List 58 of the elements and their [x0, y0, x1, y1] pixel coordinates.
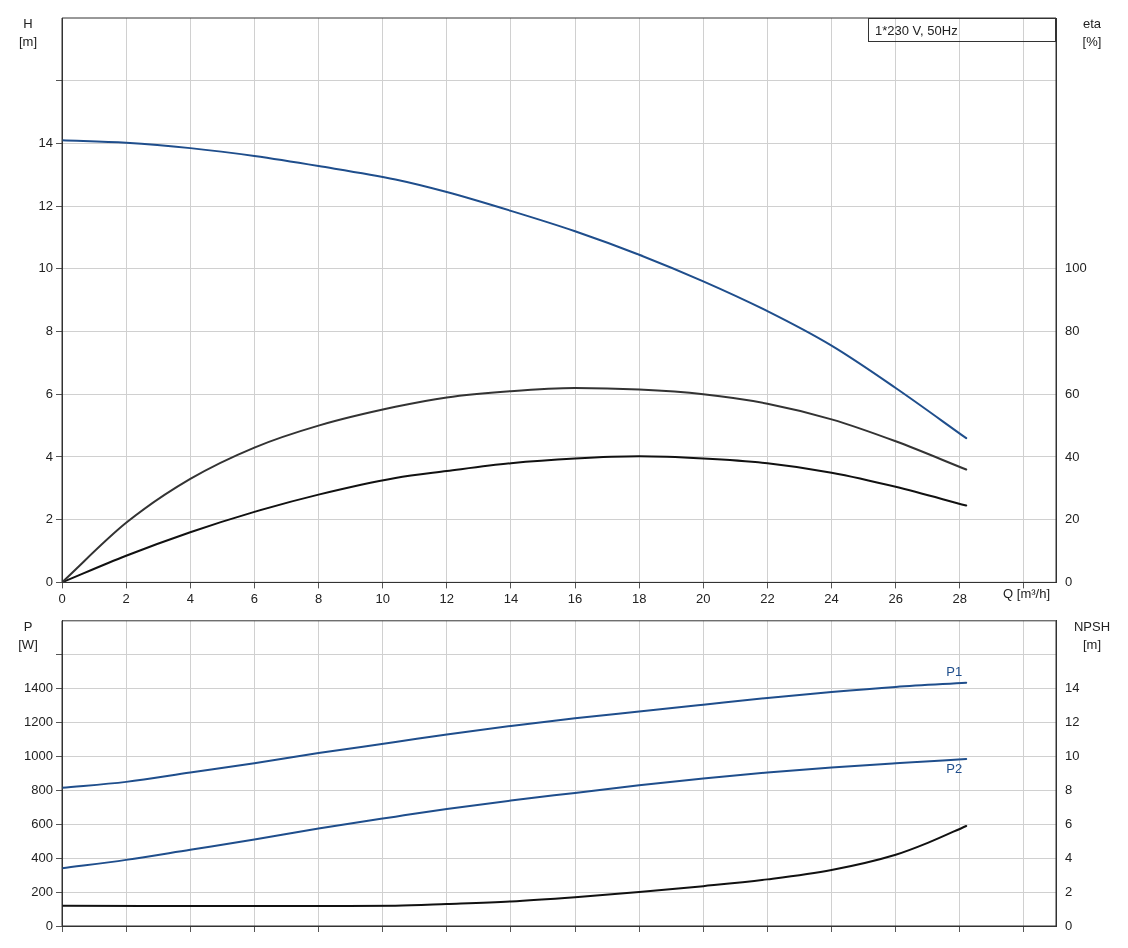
y2-tick-label: 0	[1065, 917, 1073, 933]
series-label: P1	[946, 663, 963, 679]
y-tick-label: 10	[38, 260, 53, 276]
line-series	[62, 757, 968, 870]
y-tick-label: 400	[31, 849, 53, 865]
x-tick-label: 10	[375, 590, 390, 606]
x-tick-label: 24	[824, 590, 839, 606]
x-tick-label: 28	[952, 590, 968, 606]
y2-tick-label: 14	[1065, 680, 1080, 696]
y2-tick-label: 100	[1065, 260, 1087, 276]
y-tick-label: 14	[38, 135, 53, 150]
y2-axis-title: NPSH [m]	[1073, 618, 1111, 652]
x-tick-label: 0	[58, 590, 66, 606]
y-tick-label: 800	[31, 781, 53, 797]
y-tick-label: 1400	[24, 680, 53, 696]
y-tick-label: 6	[45, 385, 53, 401]
series-label: P2	[946, 761, 963, 777]
annotation: 1*230 V, 50Hz	[868, 18, 1056, 42]
x-tick-label: 14	[503, 590, 519, 606]
y-axis-title: H [m]	[18, 16, 38, 50]
x-tick-label: 18	[631, 590, 647, 606]
y-tick-label: 4	[45, 448, 53, 464]
x-tick-label: 16	[567, 590, 583, 606]
y-tick-label: 1200	[24, 714, 53, 730]
x-axis-title: Q [m³/h]	[1003, 586, 1050, 602]
y-tick-label: 600	[31, 815, 53, 831]
line-series	[62, 681, 968, 789]
x-tick-label: 4	[186, 590, 194, 606]
y2-tick-label: 0	[1065, 573, 1073, 589]
line-series	[62, 139, 968, 440]
x-tick-label: 12	[439, 590, 455, 606]
y2-tick-label: 2	[1065, 883, 1073, 899]
x-tick-label: 20	[696, 590, 711, 606]
y2-tick-label: 60	[1065, 385, 1080, 401]
y-tick-label: 2	[45, 511, 53, 527]
x-tick-label: 26	[888, 590, 903, 606]
y2-tick-label: 20	[1065, 511, 1080, 527]
line-series	[62, 824, 968, 907]
y2-tick-label: 10	[1065, 748, 1080, 764]
x-tick-label: 6	[250, 590, 258, 606]
x-tick-label: 8	[314, 590, 323, 606]
y-tick-label: 12	[38, 197, 53, 213]
y2-axis-title: eta [%]	[1082, 16, 1102, 50]
x-tick-label: 2	[122, 590, 130, 606]
y-tick-label: 0	[45, 573, 53, 589]
y2-tick-label: 12	[1065, 714, 1080, 730]
y-tick-label: 200	[31, 883, 53, 899]
y2-tick-label: 40	[1065, 448, 1080, 464]
y2-tick-label: 80	[1065, 323, 1080, 339]
y2-tick-label: 6	[1065, 815, 1073, 831]
x-tick-label: 22	[760, 590, 775, 606]
y2-tick-label: 8	[1065, 781, 1073, 797]
y-axis-title: P [W]	[18, 618, 38, 652]
line-series	[62, 455, 968, 583]
y-tick-label: 8	[45, 323, 53, 339]
y-tick-label: 1000	[24, 748, 53, 764]
y2-tick-label: 4	[1065, 849, 1073, 865]
y-tick-label: 0	[45, 917, 53, 933]
